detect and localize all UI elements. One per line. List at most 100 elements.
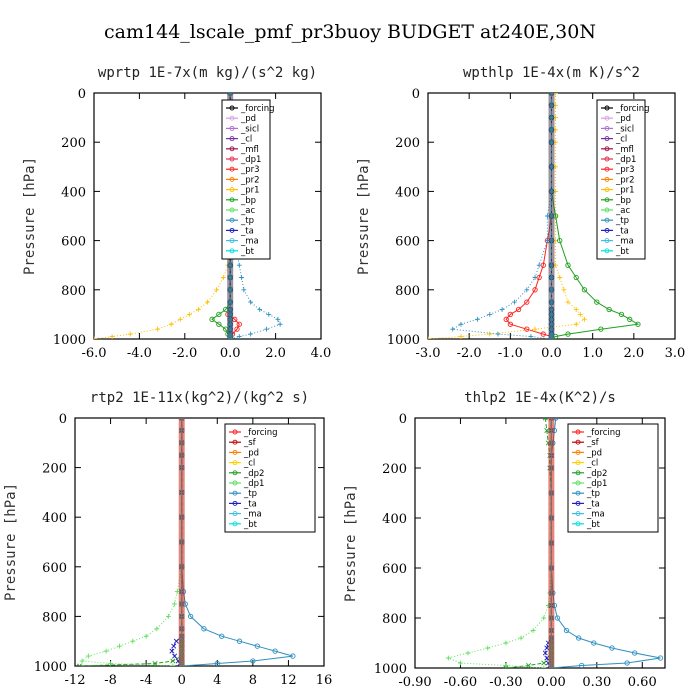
- data-point: [94, 336, 97, 339]
- data-point: [177, 316, 183, 322]
- legend-label: _ma: [240, 237, 259, 247]
- x-tick-label: -1.0: [498, 346, 523, 361]
- series-line-pr1: [428, 93, 586, 339]
- legend-label: _mfl: [615, 145, 634, 155]
- x-tick-label: 4.0: [311, 346, 332, 361]
- data-point: [236, 334, 242, 339]
- data-point: [487, 312, 493, 317]
- legend-marker: [229, 146, 235, 152]
- legend: _forcing_sf_pd_cl_dp2_dp1_tp_ta_ma_bt: [224, 423, 316, 533]
- data-point: [532, 287, 538, 293]
- legend-label: _cl: [240, 135, 252, 145]
- data-point: [170, 658, 176, 664]
- panel-title: rtp2 1E-11x(kg^2)/(kg^2 s): [90, 390, 309, 406]
- data-point: [205, 299, 210, 305]
- data-point: [503, 316, 509, 322]
- legend-label: _ta: [243, 499, 257, 509]
- plot-frame: [93, 92, 322, 340]
- x-tick-label: -4: [140, 673, 153, 688]
- series-line-dp2: [79, 418, 183, 666]
- data-point: [565, 331, 571, 337]
- data-point: [248, 299, 254, 305]
- data-point: [85, 653, 91, 659]
- data-point: [532, 326, 538, 332]
- zero-line-stack: [548, 418, 555, 668]
- data-point: [581, 287, 588, 293]
- y-tick-label: 0: [399, 412, 407, 427]
- legend-label: _bp: [240, 196, 256, 206]
- data-point: [565, 299, 571, 305]
- legend-label: _ta: [615, 226, 629, 236]
- data-point: [117, 643, 122, 649]
- data-point: [196, 307, 201, 312]
- legend-label: _pr3: [615, 165, 635, 175]
- data-point: [512, 299, 517, 305]
- data-point: [214, 287, 219, 293]
- data-point: [541, 615, 547, 621]
- legend-marker: [604, 176, 610, 182]
- data-point: [216, 311, 222, 318]
- data-point: [542, 650, 548, 656]
- figure-title: cam144_lscale_pmf_pr3buoy BUDGET at240E,…: [104, 21, 596, 43]
- data-point: [530, 628, 536, 633]
- legend-marker: [604, 197, 610, 203]
- data-point: [170, 663, 176, 666]
- data-point: [557, 275, 563, 280]
- data-point: [465, 650, 471, 656]
- data-point: [499, 307, 505, 312]
- series-group: [76, 418, 296, 666]
- legend-marker: [229, 166, 235, 172]
- legend-label: _sicl: [615, 124, 634, 134]
- data-point: [272, 648, 278, 654]
- data-point: [542, 418, 548, 421]
- data-point: [152, 661, 158, 666]
- y-tick-label: 600: [61, 235, 86, 250]
- legend-marker: [604, 166, 610, 172]
- legend-marker: [229, 125, 235, 131]
- legend-marker: [604, 248, 610, 254]
- legend-marker: [232, 500, 238, 506]
- data-point: [264, 326, 269, 332]
- chart-panel: rtp2 1E-11x(kg^2)/(kg^2 s) Pressure [hPa]…: [3, 390, 332, 688]
- y-tick-label: 1000: [53, 333, 86, 348]
- x-tick-label: -4.0: [127, 346, 152, 361]
- data-point: [554, 615, 561, 621]
- legend-label: _bt: [243, 520, 258, 530]
- y-tick-label: 200: [382, 462, 407, 477]
- legend-box: [567, 423, 659, 533]
- data-point: [109, 334, 115, 339]
- legend-label: _ta: [586, 499, 600, 509]
- data-point: [507, 321, 513, 327]
- legend-marker: [229, 115, 235, 121]
- data-point: [171, 643, 177, 649]
- data-point: [541, 660, 547, 666]
- data-point: [445, 655, 451, 661]
- legend: _forcing_pd_sicl_cl_mfl_dp1_pr3_pr2_pr1_…: [221, 99, 275, 260]
- y-tick-label: 0: [78, 87, 86, 102]
- legend: _forcing_pd_sicl_cl_mfl_dp1_pr3_pr2_pr1_…: [596, 99, 650, 260]
- legend-label: _ta: [240, 226, 254, 236]
- data-point: [536, 262, 542, 268]
- data-point: [458, 660, 463, 666]
- legend-marker: [604, 187, 610, 193]
- legend-label: _dp1: [243, 479, 264, 489]
- data-point: [609, 645, 615, 651]
- data-point: [561, 287, 567, 293]
- y-axis-label: Pressure [hPa]: [3, 483, 19, 601]
- data-point: [503, 663, 509, 668]
- legend-label: _forcing: [240, 104, 275, 114]
- data-point: [172, 601, 177, 607]
- legend-marker: [575, 439, 581, 445]
- x-tick-label: 3.0: [665, 346, 686, 361]
- data-point: [632, 650, 638, 656]
- y-tick-label: 800: [395, 284, 420, 299]
- legend-label: _ma: [586, 510, 605, 520]
- y-tick-label: 400: [61, 185, 86, 200]
- x-tick-label: -2.0: [172, 346, 197, 361]
- data-point: [591, 640, 597, 646]
- x-tick-label: 16: [316, 673, 333, 688]
- data-point: [458, 334, 464, 339]
- data-point: [236, 638, 243, 644]
- data-point: [528, 334, 534, 339]
- legend-marker: [604, 156, 610, 162]
